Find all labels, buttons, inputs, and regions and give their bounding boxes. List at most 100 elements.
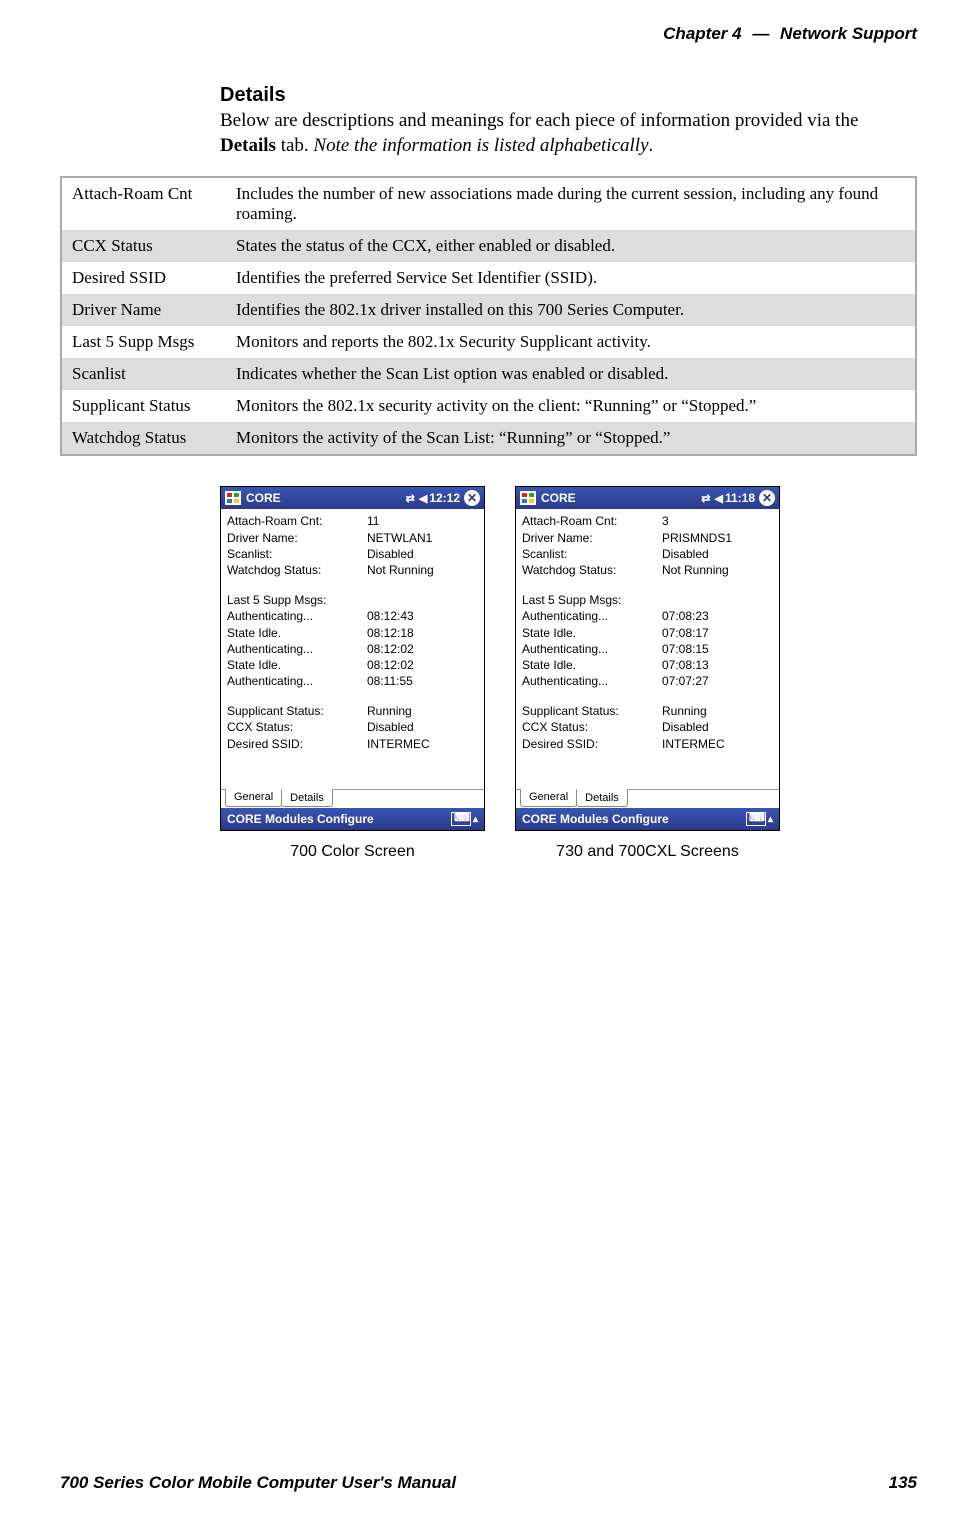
status-value: Running (662, 703, 773, 719)
supp-label: State Idle. (522, 625, 662, 641)
definition-description: Includes the number of new associations … (226, 177, 916, 230)
clock-left: 12:12 (429, 491, 460, 505)
list-item: Driver Name:PRISMNDS1 (522, 530, 773, 546)
field-label: Attach-Roam Cnt: (227, 513, 367, 529)
tab-details[interactable]: Details (576, 789, 628, 807)
list-item: Driver Name:NETWLAN1 (227, 530, 478, 546)
field-label: Attach-Roam Cnt: (522, 513, 662, 529)
field-value: Disabled (367, 546, 478, 562)
list-item: Authenticating...08:11:55 (227, 673, 478, 689)
field-value: NETWLAN1 (367, 530, 478, 546)
status-label: Desired SSID: (522, 736, 662, 752)
list-item: Authenticating...08:12:02 (227, 641, 478, 657)
supp-label: Authenticating... (227, 673, 367, 689)
supp-header: Last 5 Supp Msgs: (227, 592, 478, 608)
close-icon[interactable]: ✕ (464, 490, 480, 506)
definition-description: Monitors the activity of the Scan List: … (226, 422, 916, 455)
connectivity-icon: ⇄ (406, 492, 415, 505)
tab-details[interactable]: Details (281, 789, 333, 807)
table-row: Driver NameIdentifies the 802.1x driver … (61, 294, 916, 326)
field-value: PRISMNDS1 (662, 530, 773, 546)
title-left: CORE (246, 491, 281, 505)
header-chapter: Chapter 4 (663, 24, 741, 43)
caption-right: 730 and 700CXL Screens (556, 843, 739, 861)
list-item: Desired SSID:INTERMEC (227, 736, 478, 752)
list-item: Supplicant Status:Running (227, 703, 478, 719)
tabs-left: General Details (221, 789, 484, 808)
supp-label: State Idle. (522, 657, 662, 673)
screenshots-row: CORE ⇄ ◀ 12:12 ✕ Attach-Roam Cnt:11Drive… (220, 486, 917, 861)
table-row: ScanlistIndicates whether the Scan List … (61, 358, 916, 390)
field-label: Scanlist: (227, 546, 367, 562)
field-label: Watchdog Status: (522, 562, 662, 578)
supp-value: 07:08:17 (662, 625, 773, 641)
close-icon[interactable]: ✕ (759, 490, 775, 506)
list-item: Authenticating...07:08:15 (522, 641, 773, 657)
supp-label: State Idle. (227, 657, 367, 673)
definition-description: Indicates whether the Scan List option w… (226, 358, 916, 390)
list-item: Watchdog Status:Not Running (227, 562, 478, 578)
intro-bold: Details (220, 135, 276, 156)
supp-header: Last 5 Supp Msgs: (522, 592, 773, 608)
supp-label: Authenticating... (227, 608, 367, 624)
volume-icon: ◀ (715, 492, 723, 505)
header-title: Network Support (780, 24, 917, 43)
supp-value: 08:12:43 (367, 608, 478, 624)
screen-left: CORE ⇄ ◀ 12:12 ✕ Attach-Roam Cnt:11Drive… (220, 486, 485, 831)
volume-icon: ◀ (419, 492, 427, 505)
intro-text-mid: tab. (276, 135, 313, 156)
tab-general[interactable]: General (520, 789, 577, 807)
supp-value: 07:08:13 (662, 657, 773, 673)
supp-value: 07:07:27 (662, 673, 773, 689)
screen-left-col: CORE ⇄ ◀ 12:12 ✕ Attach-Roam Cnt:11Drive… (220, 486, 485, 861)
definition-description: Identifies the 802.1x driver installed o… (226, 294, 916, 326)
list-item: Attach-Roam Cnt:11 (227, 513, 478, 529)
up-arrow-icon[interactable]: ▴ (473, 814, 478, 825)
list-item: State Idle.07:08:13 (522, 657, 773, 673)
content-right: Attach-Roam Cnt:3Driver Name:PRISMNDS1Sc… (516, 509, 779, 789)
tab-general[interactable]: General (225, 789, 282, 807)
status-label: CCX Status: (227, 719, 367, 735)
screen-right: CORE ⇄ ◀ 11:18 ✕ Attach-Roam Cnt:3Driver… (515, 486, 780, 831)
up-arrow-icon[interactable]: ▴ (768, 814, 773, 825)
caption-left: 700 Color Screen (290, 843, 415, 861)
status-label: Supplicant Status: (522, 703, 662, 719)
keyboard-icon[interactable] (451, 812, 471, 826)
header-dash: — (746, 24, 775, 43)
list-item: CCX Status:Disabled (227, 719, 478, 735)
supp-value: 08:12:02 (367, 657, 478, 673)
definition-description: Identifies the preferred Service Set Ide… (226, 262, 916, 294)
table-row: Desired SSIDIdentifies the preferred Ser… (61, 262, 916, 294)
list-item: Supplicant Status:Running (522, 703, 773, 719)
supp-label: Authenticating... (522, 608, 662, 624)
field-value: 3 (662, 513, 773, 529)
intro-paragraph: Below are descriptions and meanings for … (220, 109, 917, 158)
table-row: Attach-Roam CntIncludes the number of ne… (61, 177, 916, 230)
definition-term: Desired SSID (61, 262, 226, 294)
list-item: Watchdog Status:Not Running (522, 562, 773, 578)
definition-term: Attach-Roam Cnt (61, 177, 226, 230)
keyboard-icon[interactable] (746, 812, 766, 826)
supp-value: 07:08:23 (662, 608, 773, 624)
status-value: Running (367, 703, 478, 719)
list-item: Attach-Roam Cnt:3 (522, 513, 773, 529)
status-label: Supplicant Status: (227, 703, 367, 719)
supp-label: Authenticating... (522, 673, 662, 689)
table-row: CCX StatusStates the status of the CCX, … (61, 230, 916, 262)
bottombar-left: CORE Modules Configure ▴ (221, 808, 484, 830)
definition-term: Driver Name (61, 294, 226, 326)
connectivity-icon: ⇄ (701, 492, 710, 505)
list-item: State Idle.08:12:02 (227, 657, 478, 673)
status-value: Disabled (662, 719, 773, 735)
definition-description: Monitors the 802.1x security activity on… (226, 390, 916, 422)
supp-label: State Idle. (227, 625, 367, 641)
titlebar-left: CORE ⇄ ◀ 12:12 ✕ (221, 487, 484, 509)
list-item: Authenticating...07:08:23 (522, 608, 773, 624)
status-value: Disabled (367, 719, 478, 735)
table-row: Last 5 Supp MsgsMonitors and reports the… (61, 326, 916, 358)
list-item: CCX Status:Disabled (522, 719, 773, 735)
titlebar-right: CORE ⇄ ◀ 11:18 ✕ (516, 487, 779, 509)
windows-logo-icon (225, 491, 241, 505)
list-item: Scanlist:Disabled (522, 546, 773, 562)
definition-term: Supplicant Status (61, 390, 226, 422)
